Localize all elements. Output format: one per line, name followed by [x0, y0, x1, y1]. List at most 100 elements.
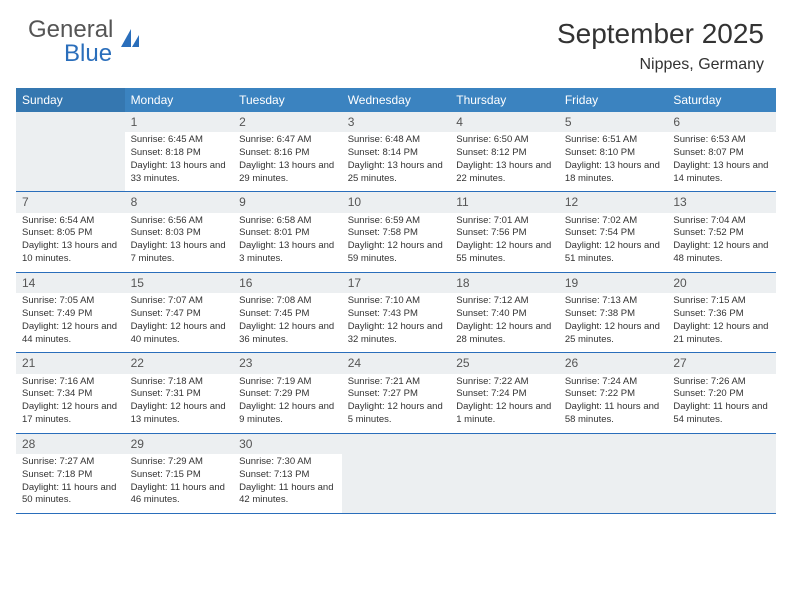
daylight-line: Daylight: 12 hours and 1 minute. — [456, 401, 553, 427]
day-cell: 8Sunrise: 6:56 AMSunset: 8:03 PMDaylight… — [125, 192, 234, 272]
sunrise-line: Sunrise: 7:05 AM — [22, 295, 119, 308]
daylight-line: Daylight: 12 hours and 21 minutes. — [673, 321, 770, 347]
sunrise-line: Sunrise: 7:04 AM — [673, 215, 770, 228]
sunrise-line: Sunrise: 7:12 AM — [456, 295, 553, 308]
daylight-line: Daylight: 11 hours and 50 minutes. — [22, 482, 119, 508]
sunrise-line: Sunrise: 7:19 AM — [239, 376, 336, 389]
daylight-line: Daylight: 12 hours and 9 minutes. — [239, 401, 336, 427]
day-cell — [667, 433, 776, 513]
daylight-line: Daylight: 13 hours and 25 minutes. — [348, 160, 445, 186]
day-number: 7 — [16, 192, 125, 212]
week-row: 28Sunrise: 7:27 AMSunset: 7:18 PMDayligh… — [16, 433, 776, 513]
week-row: 7Sunrise: 6:54 AMSunset: 8:05 PMDaylight… — [16, 192, 776, 272]
location: Nippes, Germany — [557, 56, 764, 74]
daylight-line: Daylight: 13 hours and 10 minutes. — [22, 240, 119, 266]
sunset-line: Sunset: 7:56 PM — [456, 227, 553, 240]
sunrise-line: Sunrise: 7:30 AM — [239, 456, 336, 469]
sunset-line: Sunset: 7:15 PM — [131, 469, 228, 482]
day-number: 23 — [233, 353, 342, 373]
header: General Blue September 2025 Nippes, Germ… — [0, 0, 792, 82]
sunrise-line: Sunrise: 6:48 AM — [348, 134, 445, 147]
day-cell: 10Sunrise: 6:59 AMSunset: 7:58 PMDayligh… — [342, 192, 451, 272]
sunrise-line: Sunrise: 6:56 AM — [131, 215, 228, 228]
sunrise-line: Sunrise: 7:15 AM — [673, 295, 770, 308]
sunrise-line: Sunrise: 6:59 AM — [348, 215, 445, 228]
day-cell: 25 Sunrise: 7:22 AMSunset: 7:24 PMDayligh… — [450, 353, 559, 433]
daylight-line: Daylight: 12 hours and 28 minutes. — [456, 321, 553, 347]
day-number: 8 — [125, 192, 234, 212]
sunrise-line: Sunrise: 7:22 AM — [456, 376, 553, 389]
sunrise-line: Sunrise: 6:45 AM — [131, 134, 228, 147]
day-cell — [16, 112, 125, 192]
daylight-line: Daylight: 13 hours and 3 minutes. — [239, 240, 336, 266]
logo-sail-icon — [117, 27, 143, 58]
sunrise-line: Sunrise: 7:02 AM — [565, 215, 662, 228]
day-number: 21 — [16, 353, 125, 373]
sunrise-line: Sunrise: 7:16 AM — [22, 376, 119, 389]
sunrise-line: Sunrise: 6:54 AM — [22, 215, 119, 228]
day-cell: 11Sunrise: 7:01 AMSunset: 7:56 PMDayligh… — [450, 192, 559, 272]
day-header: Monday — [125, 88, 234, 112]
day-number: 13 — [667, 192, 776, 212]
daylight-line: Daylight: 12 hours and 17 minutes. — [22, 401, 119, 427]
sunrise-line: Sunrise: 7:24 AM — [565, 376, 662, 389]
day-number: 14 — [16, 273, 125, 293]
daylight-line: Daylight: 11 hours and 54 minutes. — [673, 401, 770, 427]
day-cell: 28Sunrise: 7:27 AMSunset: 7:18 PMDayligh… — [16, 433, 125, 513]
sunset-line: Sunset: 7:52 PM — [673, 227, 770, 240]
sunset-line: Sunset: 7:34 PM — [22, 388, 119, 401]
daylight-line: Daylight: 12 hours and 36 minutes. — [239, 321, 336, 347]
day-cell: 27Sunrise: 7:26 AMSunset: 7:20 PMDayligh… — [667, 353, 776, 433]
daylight-line: Daylight: 12 hours and 13 minutes. — [131, 401, 228, 427]
daylight-line: Daylight: 12 hours and 48 minutes. — [673, 240, 770, 266]
day-cell: 16Sunrise: 7:08 AMSunset: 7:45 PMDayligh… — [233, 272, 342, 352]
sunrise-line: Sunrise: 6:53 AM — [673, 134, 770, 147]
sunrise-line: Sunrise: 6:51 AM — [565, 134, 662, 147]
week-row: 14 Sunrise: 7:05 AMSunset: 7:49 PM Dayligh… — [16, 272, 776, 352]
day-cell — [559, 433, 668, 513]
day-number: 28 — [16, 434, 125, 454]
sunset-line: Sunset: 7:29 PM — [239, 388, 336, 401]
day-header: Sunday — [16, 88, 125, 112]
day-number: 22 — [125, 353, 234, 373]
sunset-line: Sunset: 7:40 PM — [456, 308, 553, 321]
sunset-line: Sunset: 8:12 PM — [456, 147, 553, 160]
day-number: 15 — [125, 273, 234, 293]
daylight-line: Daylight: 11 hours and 46 minutes. — [131, 482, 228, 508]
sunset-line: Sunset: 7:58 PM — [348, 227, 445, 240]
daylight-line: Daylight: 12 hours and 25 minutes. — [565, 321, 662, 347]
sunrise-line: Sunrise: 7:21 AM — [348, 376, 445, 389]
day-cell: 22Sunrise: 7:18 AMSunset: 7:31 PMDayligh… — [125, 353, 234, 433]
logo: General Blue — [28, 18, 143, 66]
sunrise-line: Sunrise: 6:50 AM — [456, 134, 553, 147]
daylight-line: Daylight: 12 hours and 51 minutes. — [565, 240, 662, 266]
sunrise-line: Sunrise: 7:10 AM — [348, 295, 445, 308]
day-cell: 20Sunrise: 7:15 AMSunset: 7:36 PMDayligh… — [667, 272, 776, 352]
sunrise-line: Sunrise: 7:18 AM — [131, 376, 228, 389]
title-block: September 2025 Nippes, Germany — [557, 18, 764, 74]
day-cell: 2Sunrise: 6:47 AMSunset: 8:16 PMDaylight… — [233, 112, 342, 192]
day-cell: 29Sunrise: 7:29 AMSunset: 7:15 PMDayligh… — [125, 433, 234, 513]
sunset-line: Sunset: 8:14 PM — [348, 147, 445, 160]
day-header-row: SundayMondayTuesdayWednesdayThursdayFrid… — [16, 88, 776, 112]
sunset-line: Sunset: 7:36 PM — [673, 308, 770, 321]
sunset-line: Sunset: 8:07 PM — [673, 147, 770, 160]
daylight-line: Daylight: 12 hours and 40 minutes. — [131, 321, 228, 347]
sunset-line: Sunset: 7:24 PM — [456, 388, 553, 401]
calendar-body: 1Sunrise: 6:45 AMSunset: 8:18 PMDaylight… — [16, 112, 776, 514]
sunset-line: Sunset: 7:22 PM — [565, 388, 662, 401]
week-row: 21Sunrise: 7:16 AMSunset: 7:34 PMDayligh… — [16, 353, 776, 433]
sunrise-line: Sunrise: 7:29 AM — [131, 456, 228, 469]
sunset-line: Sunset: 7:38 PM — [565, 308, 662, 321]
day-number: 16 — [233, 273, 342, 293]
day-cell: 5Sunrise: 6:51 AMSunset: 8:10 PMDaylight… — [559, 112, 668, 192]
sunset-line: Sunset: 8:10 PM — [565, 147, 662, 160]
day-cell: 13 Sunrise: 7:04 AMSunset: 7:52 PMDayligh… — [667, 192, 776, 272]
daylight-line: Daylight: 13 hours and 14 minutes. — [673, 160, 770, 186]
daylight-line: Daylight: 13 hours and 18 minutes. — [565, 160, 662, 186]
day-number: 25 — [450, 353, 559, 373]
sunrise-line: Sunrise: 7:08 AM — [239, 295, 336, 308]
sunset-line: Sunset: 7:49 PM — [22, 308, 119, 321]
sunrise-line: Sunrise: 6:58 AM — [239, 215, 336, 228]
calendar-table: SundayMondayTuesdayWednesdayThursdayFrid… — [16, 88, 776, 514]
